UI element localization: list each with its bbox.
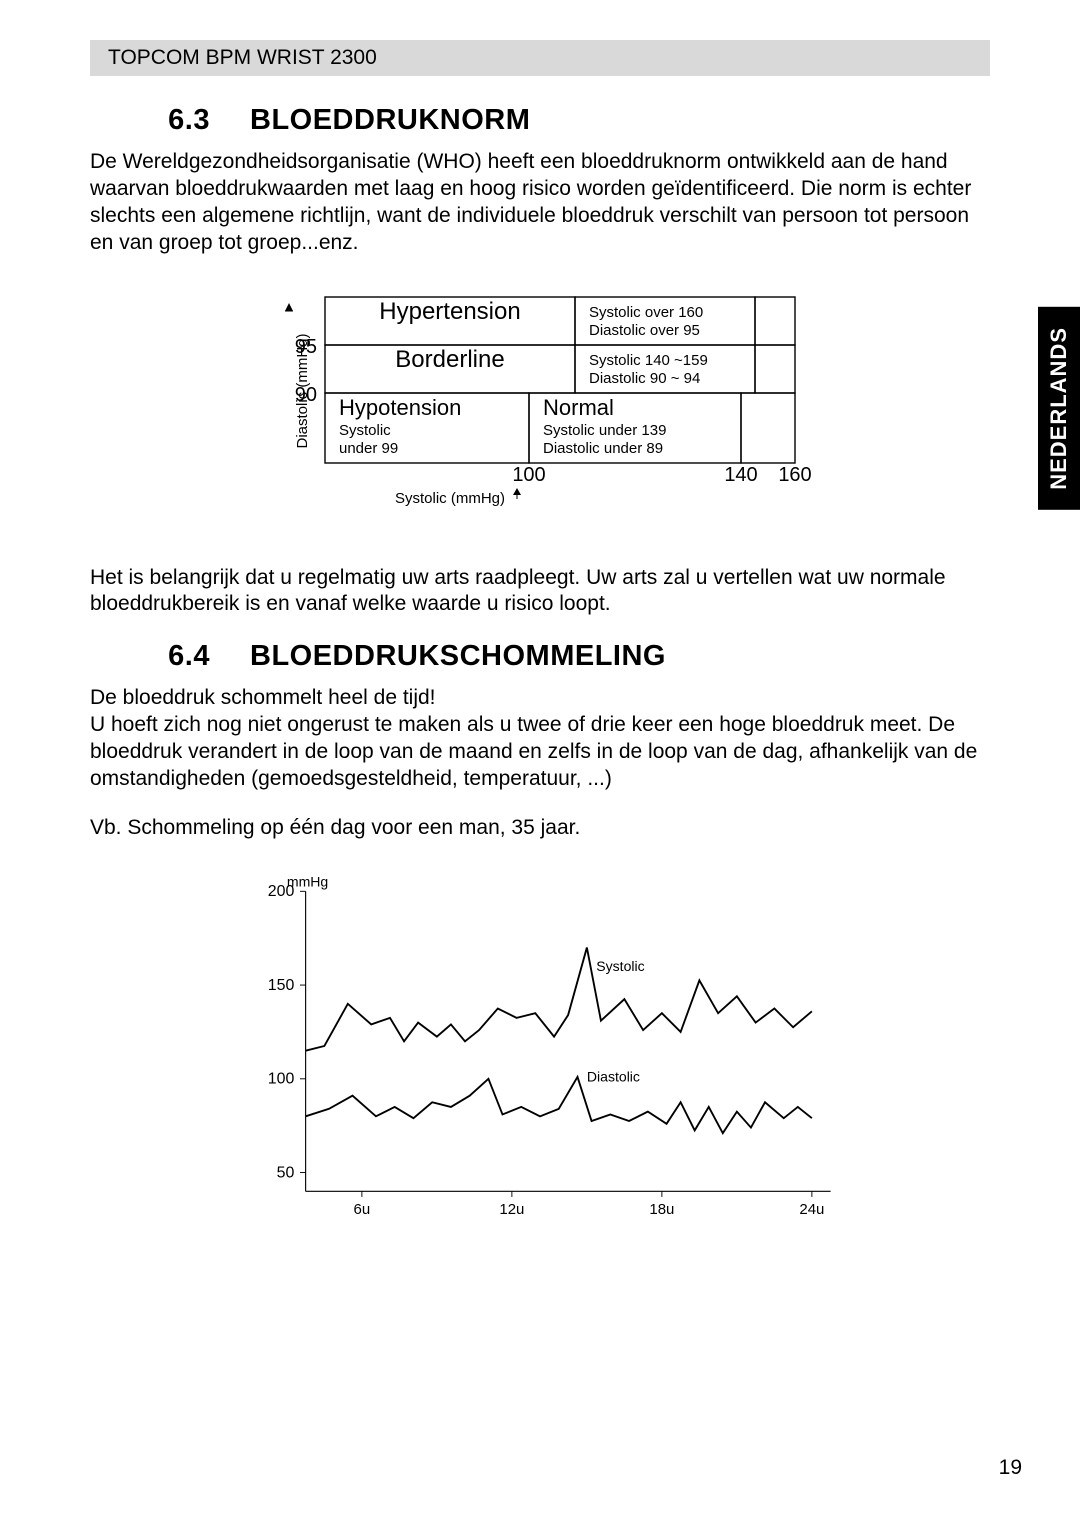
svg-text:24u: 24u — [799, 1200, 824, 1217]
svg-text:Diastolic (mmHg): Diastolic (mmHg) — [294, 333, 311, 448]
svg-text:Normal: Normal — [543, 395, 614, 420]
svg-text:12u: 12u — [499, 1200, 524, 1217]
svg-text:Diastolic: Diastolic — [587, 1068, 640, 1084]
section-63-after: Het is belangrijk dat u regelmatig uw ar… — [90, 565, 990, 619]
section-64-para1: De bloeddruk schommelt heel de tijd! — [90, 685, 990, 712]
svg-text:6u: 6u — [354, 1200, 371, 1217]
svg-text:150: 150 — [268, 976, 295, 993]
svg-text:140: 140 — [724, 464, 757, 486]
bp-fluctuation-chart: 20015010050mmHg6u12u18u24uSystolicDiasto… — [90, 866, 990, 1226]
svg-text:100: 100 — [268, 1070, 295, 1087]
svg-text:Diastolic 90 ~ 94: Diastolic 90 ~ 94 — [589, 370, 700, 387]
section-num: 6.4 — [120, 640, 210, 673]
svg-text:Systolic: Systolic — [596, 958, 644, 974]
language-tab: NEDERLANDS — [1038, 307, 1080, 510]
svg-text:Systolic 140 ~159: Systolic 140 ~159 — [589, 352, 708, 369]
section-title-text: BLOEDDRUKNORM — [250, 104, 530, 136]
page-number: 19 — [999, 1456, 1022, 1480]
header-bar: TOPCOM BPM WRIST 2300 — [90, 40, 990, 76]
bp-classification-chart: Hypertension Systolic over 160Diastolic o… — [90, 281, 990, 531]
svg-text:Systolic over 160: Systolic over 160 — [589, 304, 703, 321]
section-title-text: BLOEDDRUKSCHOMMELING — [250, 640, 666, 672]
section-64-para2: U hoeft zich nog niet ongerust te maken … — [90, 712, 990, 793]
svg-text:Systolic (mmHg): Systolic (mmHg) — [395, 490, 505, 507]
svg-text:50: 50 — [277, 1164, 295, 1181]
svg-text:18u: 18u — [649, 1200, 674, 1217]
svg-text:Diastolic over 95: Diastolic over 95 — [589, 322, 700, 339]
svg-text:under 99: under 99 — [339, 440, 398, 457]
svg-text:100: 100 — [512, 464, 545, 486]
svg-text:Hypotension: Hypotension — [339, 395, 461, 420]
svg-text:mmHg: mmHg — [287, 873, 328, 889]
section-63-para: De Wereldgezondheidsorganisatie (WHO) he… — [90, 149, 990, 257]
svg-text:Borderline: Borderline — [395, 346, 504, 373]
svg-text:Diastolic under 89: Diastolic under 89 — [543, 440, 663, 457]
section-64-para3: Vb. Schommeling op één dag voor een man,… — [90, 815, 990, 842]
svg-text:Hypertension: Hypertension — [379, 298, 520, 325]
svg-text:Systolic under 139: Systolic under 139 — [543, 422, 666, 439]
section-63-title: 6.3 BLOEDDRUKNORM — [90, 104, 990, 137]
section-num: 6.3 — [120, 104, 210, 137]
svg-text:160: 160 — [778, 464, 811, 486]
svg-text:Systolic: Systolic — [339, 422, 391, 439]
section-64-title: 6.4 BLOEDDRUKSCHOMMELING — [90, 640, 990, 673]
